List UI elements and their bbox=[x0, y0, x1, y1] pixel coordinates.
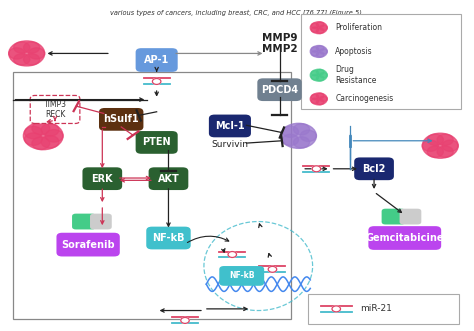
Text: AP-1: AP-1 bbox=[144, 55, 169, 65]
Circle shape bbox=[437, 134, 453, 145]
Circle shape bbox=[311, 94, 319, 100]
Text: hSulf1: hSulf1 bbox=[103, 114, 139, 124]
Circle shape bbox=[316, 70, 324, 75]
Circle shape bbox=[427, 134, 443, 145]
FancyBboxPatch shape bbox=[146, 227, 191, 249]
Circle shape bbox=[311, 71, 319, 76]
Circle shape bbox=[25, 126, 42, 139]
Circle shape bbox=[228, 252, 237, 258]
Text: Proliferation: Proliferation bbox=[335, 23, 383, 32]
Text: AKT: AKT bbox=[157, 174, 179, 184]
Circle shape bbox=[181, 317, 189, 323]
Circle shape bbox=[427, 146, 443, 157]
Circle shape bbox=[28, 48, 45, 59]
Text: ERK: ERK bbox=[91, 174, 113, 184]
FancyBboxPatch shape bbox=[301, 14, 462, 110]
Circle shape bbox=[9, 41, 45, 66]
Circle shape bbox=[316, 28, 324, 33]
Circle shape bbox=[310, 93, 327, 105]
Circle shape bbox=[319, 72, 327, 78]
Circle shape bbox=[422, 133, 458, 158]
Text: Drug
Resistance: Drug Resistance bbox=[335, 66, 377, 85]
Circle shape bbox=[25, 133, 42, 145]
FancyBboxPatch shape bbox=[56, 233, 120, 257]
Text: Carcinogenesis: Carcinogenesis bbox=[335, 94, 393, 103]
Circle shape bbox=[283, 134, 299, 146]
Circle shape bbox=[24, 54, 40, 65]
Circle shape bbox=[316, 52, 324, 57]
Circle shape bbox=[311, 74, 319, 80]
Text: Mcl-1: Mcl-1 bbox=[215, 121, 245, 131]
Circle shape bbox=[316, 93, 324, 99]
Circle shape bbox=[319, 96, 327, 102]
FancyBboxPatch shape bbox=[400, 209, 421, 224]
Circle shape bbox=[14, 42, 30, 53]
Circle shape bbox=[32, 122, 50, 135]
FancyBboxPatch shape bbox=[382, 209, 405, 224]
Text: Survivin: Survivin bbox=[211, 140, 248, 149]
Circle shape bbox=[24, 42, 40, 53]
Circle shape bbox=[319, 25, 327, 30]
Text: Gemcitabicine: Gemcitabicine bbox=[365, 233, 444, 243]
Circle shape bbox=[316, 22, 324, 27]
FancyBboxPatch shape bbox=[209, 115, 251, 137]
Circle shape bbox=[310, 22, 327, 34]
Circle shape bbox=[311, 98, 319, 104]
Circle shape bbox=[437, 146, 453, 157]
Circle shape bbox=[319, 49, 327, 54]
FancyBboxPatch shape bbox=[354, 158, 394, 180]
Circle shape bbox=[268, 266, 277, 272]
Text: NF-kB: NF-kB bbox=[229, 271, 255, 280]
FancyBboxPatch shape bbox=[308, 294, 459, 324]
Circle shape bbox=[311, 47, 319, 52]
Text: PTEN: PTEN bbox=[142, 137, 171, 147]
Text: PDCD4: PDCD4 bbox=[261, 85, 298, 95]
Circle shape bbox=[316, 99, 324, 105]
Text: Bcl2: Bcl2 bbox=[362, 164, 386, 174]
Text: TIMP3
RECK: TIMP3 RECK bbox=[44, 100, 66, 119]
Circle shape bbox=[283, 126, 299, 137]
Circle shape bbox=[293, 124, 310, 135]
Circle shape bbox=[422, 140, 438, 151]
Text: miR-21: miR-21 bbox=[360, 305, 392, 313]
Circle shape bbox=[311, 23, 319, 28]
Text: various types of cancers, including breast, CRC, and HCC [76,77] (Figure 5).: various types of cancers, including brea… bbox=[110, 9, 364, 16]
Circle shape bbox=[300, 130, 317, 141]
Circle shape bbox=[153, 78, 161, 84]
Circle shape bbox=[312, 166, 320, 172]
Circle shape bbox=[41, 124, 59, 136]
FancyBboxPatch shape bbox=[90, 213, 112, 229]
FancyBboxPatch shape bbox=[368, 226, 441, 250]
FancyBboxPatch shape bbox=[149, 167, 188, 190]
FancyBboxPatch shape bbox=[136, 48, 178, 72]
Circle shape bbox=[332, 306, 340, 312]
Circle shape bbox=[442, 140, 458, 151]
Circle shape bbox=[316, 75, 324, 81]
Circle shape bbox=[310, 69, 327, 81]
FancyBboxPatch shape bbox=[219, 266, 264, 286]
Circle shape bbox=[41, 136, 59, 148]
FancyBboxPatch shape bbox=[136, 131, 178, 154]
Text: NF-kB: NF-kB bbox=[152, 233, 185, 243]
Circle shape bbox=[311, 51, 319, 56]
Circle shape bbox=[14, 54, 30, 65]
Text: MMP9
MMP2: MMP9 MMP2 bbox=[262, 33, 297, 54]
Circle shape bbox=[32, 137, 50, 150]
Circle shape bbox=[310, 46, 327, 57]
FancyBboxPatch shape bbox=[257, 78, 302, 101]
Text: Sorafenib: Sorafenib bbox=[61, 240, 115, 250]
FancyBboxPatch shape bbox=[82, 167, 122, 190]
Circle shape bbox=[311, 27, 319, 32]
Text: Apoptosis: Apoptosis bbox=[335, 47, 373, 56]
Circle shape bbox=[281, 123, 317, 148]
Circle shape bbox=[293, 137, 310, 148]
Circle shape bbox=[23, 122, 63, 150]
Circle shape bbox=[316, 46, 324, 51]
Circle shape bbox=[45, 130, 63, 142]
Circle shape bbox=[9, 48, 25, 59]
FancyBboxPatch shape bbox=[30, 95, 80, 123]
FancyBboxPatch shape bbox=[99, 108, 144, 131]
FancyBboxPatch shape bbox=[72, 213, 96, 229]
